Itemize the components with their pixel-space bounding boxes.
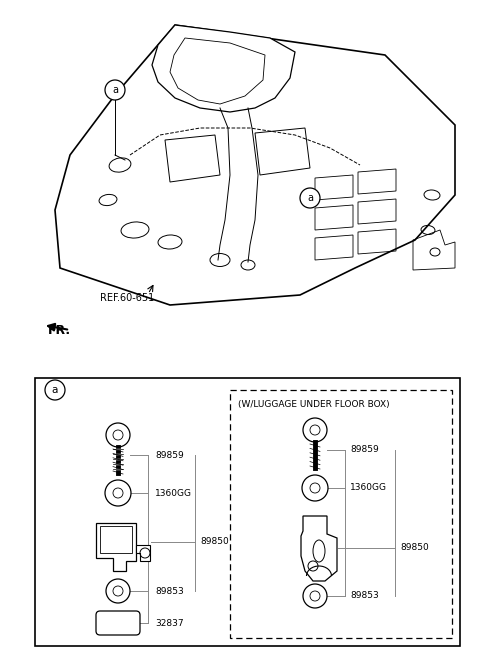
- Text: 89850: 89850: [400, 543, 429, 553]
- Text: 1360GG: 1360GG: [155, 489, 192, 497]
- Text: REF.60-651: REF.60-651: [100, 293, 154, 303]
- Text: 32837: 32837: [155, 618, 184, 627]
- FancyBboxPatch shape: [96, 611, 140, 635]
- Text: a: a: [52, 385, 58, 395]
- Text: a: a: [112, 85, 118, 95]
- Text: 89859: 89859: [350, 445, 379, 455]
- Text: FR.: FR.: [48, 323, 71, 336]
- Text: 1360GG: 1360GG: [350, 484, 387, 493]
- Polygon shape: [136, 545, 150, 561]
- Polygon shape: [96, 523, 136, 571]
- Text: 89850: 89850: [200, 537, 229, 547]
- Text: a: a: [307, 193, 313, 203]
- Circle shape: [300, 188, 320, 208]
- Polygon shape: [301, 516, 337, 581]
- Text: 89853: 89853: [350, 591, 379, 600]
- Polygon shape: [152, 25, 295, 112]
- Bar: [35, 378, 460, 646]
- Circle shape: [45, 380, 65, 400]
- Circle shape: [105, 80, 125, 100]
- Text: (W/LUGGAGE UNDER FLOOR BOX): (W/LUGGAGE UNDER FLOOR BOX): [238, 401, 390, 409]
- Text: 89853: 89853: [155, 587, 184, 595]
- Polygon shape: [55, 25, 455, 305]
- Bar: [230, 390, 452, 638]
- Text: 89859: 89859: [155, 451, 184, 459]
